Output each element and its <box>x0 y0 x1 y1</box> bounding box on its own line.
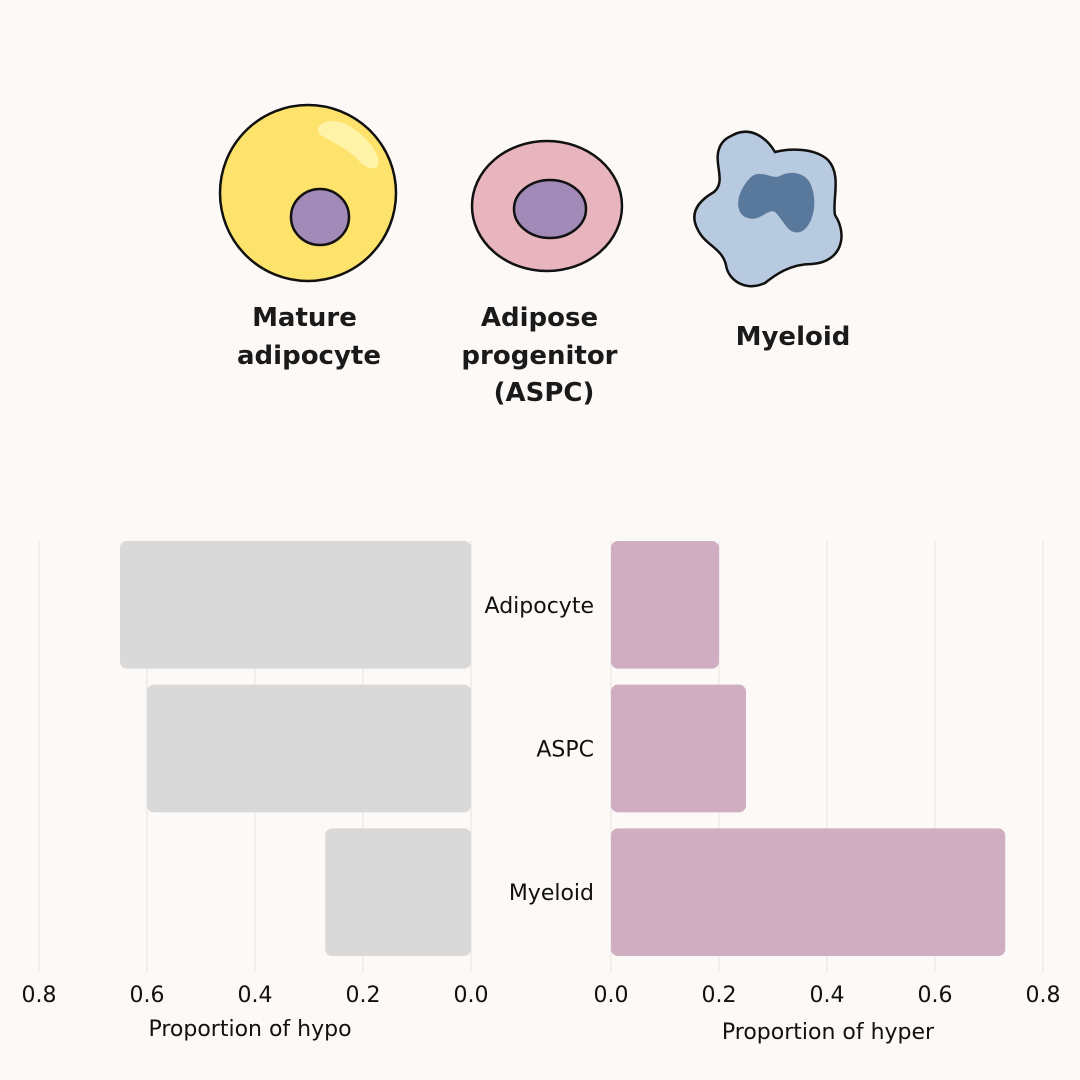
hypo-tick-label: 0.8 <box>22 983 57 1008</box>
mature-adipocyte-label: Mature adipocyte <box>237 303 381 371</box>
hyper-tick-label: 0.6 <box>918 983 953 1008</box>
hyper-bar-myeloid <box>611 828 1006 956</box>
hypo-bar-chart: 0.8 0.6 0.4 0.2 0.0 Proportion of hypo <box>22 541 489 1042</box>
category-label-myeloid: Myeloid <box>509 881 594 906</box>
hyper-tick-label: 0.2 <box>702 983 737 1008</box>
hyper-bar-chart: 0.0 0.2 0.4 0.6 0.8 Proportion of hyper <box>594 541 1061 1045</box>
hypo-tick-label: 0.2 <box>346 983 381 1008</box>
category-label-aspc: ASPC <box>536 738 594 763</box>
hypo-tick-label: 0.6 <box>130 983 165 1008</box>
aspc-illustration <box>470 139 624 273</box>
mature-adipocyte-label-line-2: adipocyte <box>237 341 381 371</box>
hyper-tick-label: 0.8 <box>1026 983 1061 1008</box>
hyper-axis-title: Proportion of hyper <box>722 1020 935 1045</box>
hypo-axis-title: Proportion of hypo <box>148 1017 351 1042</box>
mature-adipocyte-label-line-1: Mature <box>252 303 357 333</box>
aspc-label: Adipose progenitor (ASPC) <box>461 303 626 408</box>
myeloid-nucleus <box>738 172 815 233</box>
hypo-bar-myeloid <box>325 828 471 956</box>
aspc-label-line-3: (ASPC) <box>494 378 595 408</box>
hyper-tick-label: 0.4 <box>810 983 845 1008</box>
hypo-tick-label: 0.4 <box>238 983 273 1008</box>
mature-adipocyte-illustration <box>218 103 398 283</box>
hyper-bar-adipocyte <box>611 541 719 669</box>
category-label-adipocyte: Adipocyte <box>485 594 594 619</box>
hypo-bar-aspc <box>147 684 471 813</box>
hyper-tick-label: 0.0 <box>594 983 629 1008</box>
mature-adipocyte-nucleus <box>289 187 351 247</box>
hypo-bar-adipocyte <box>120 541 471 669</box>
aspc-label-line-1: Adipose <box>481 303 598 333</box>
myeloid-label-line-1: Myeloid <box>736 322 851 352</box>
aspc-nucleus <box>512 178 588 240</box>
myeloid-label: Myeloid <box>736 322 851 352</box>
aspc-label-line-2: progenitor <box>461 341 617 371</box>
hyper-bar-aspc <box>611 684 746 813</box>
category-labels: Adipocyte ASPC Myeloid <box>485 594 594 906</box>
mature-adipocyte-highlight <box>318 121 379 169</box>
hypo-tick-label: 0.0 <box>454 983 489 1008</box>
myeloid-illustration <box>693 130 843 288</box>
